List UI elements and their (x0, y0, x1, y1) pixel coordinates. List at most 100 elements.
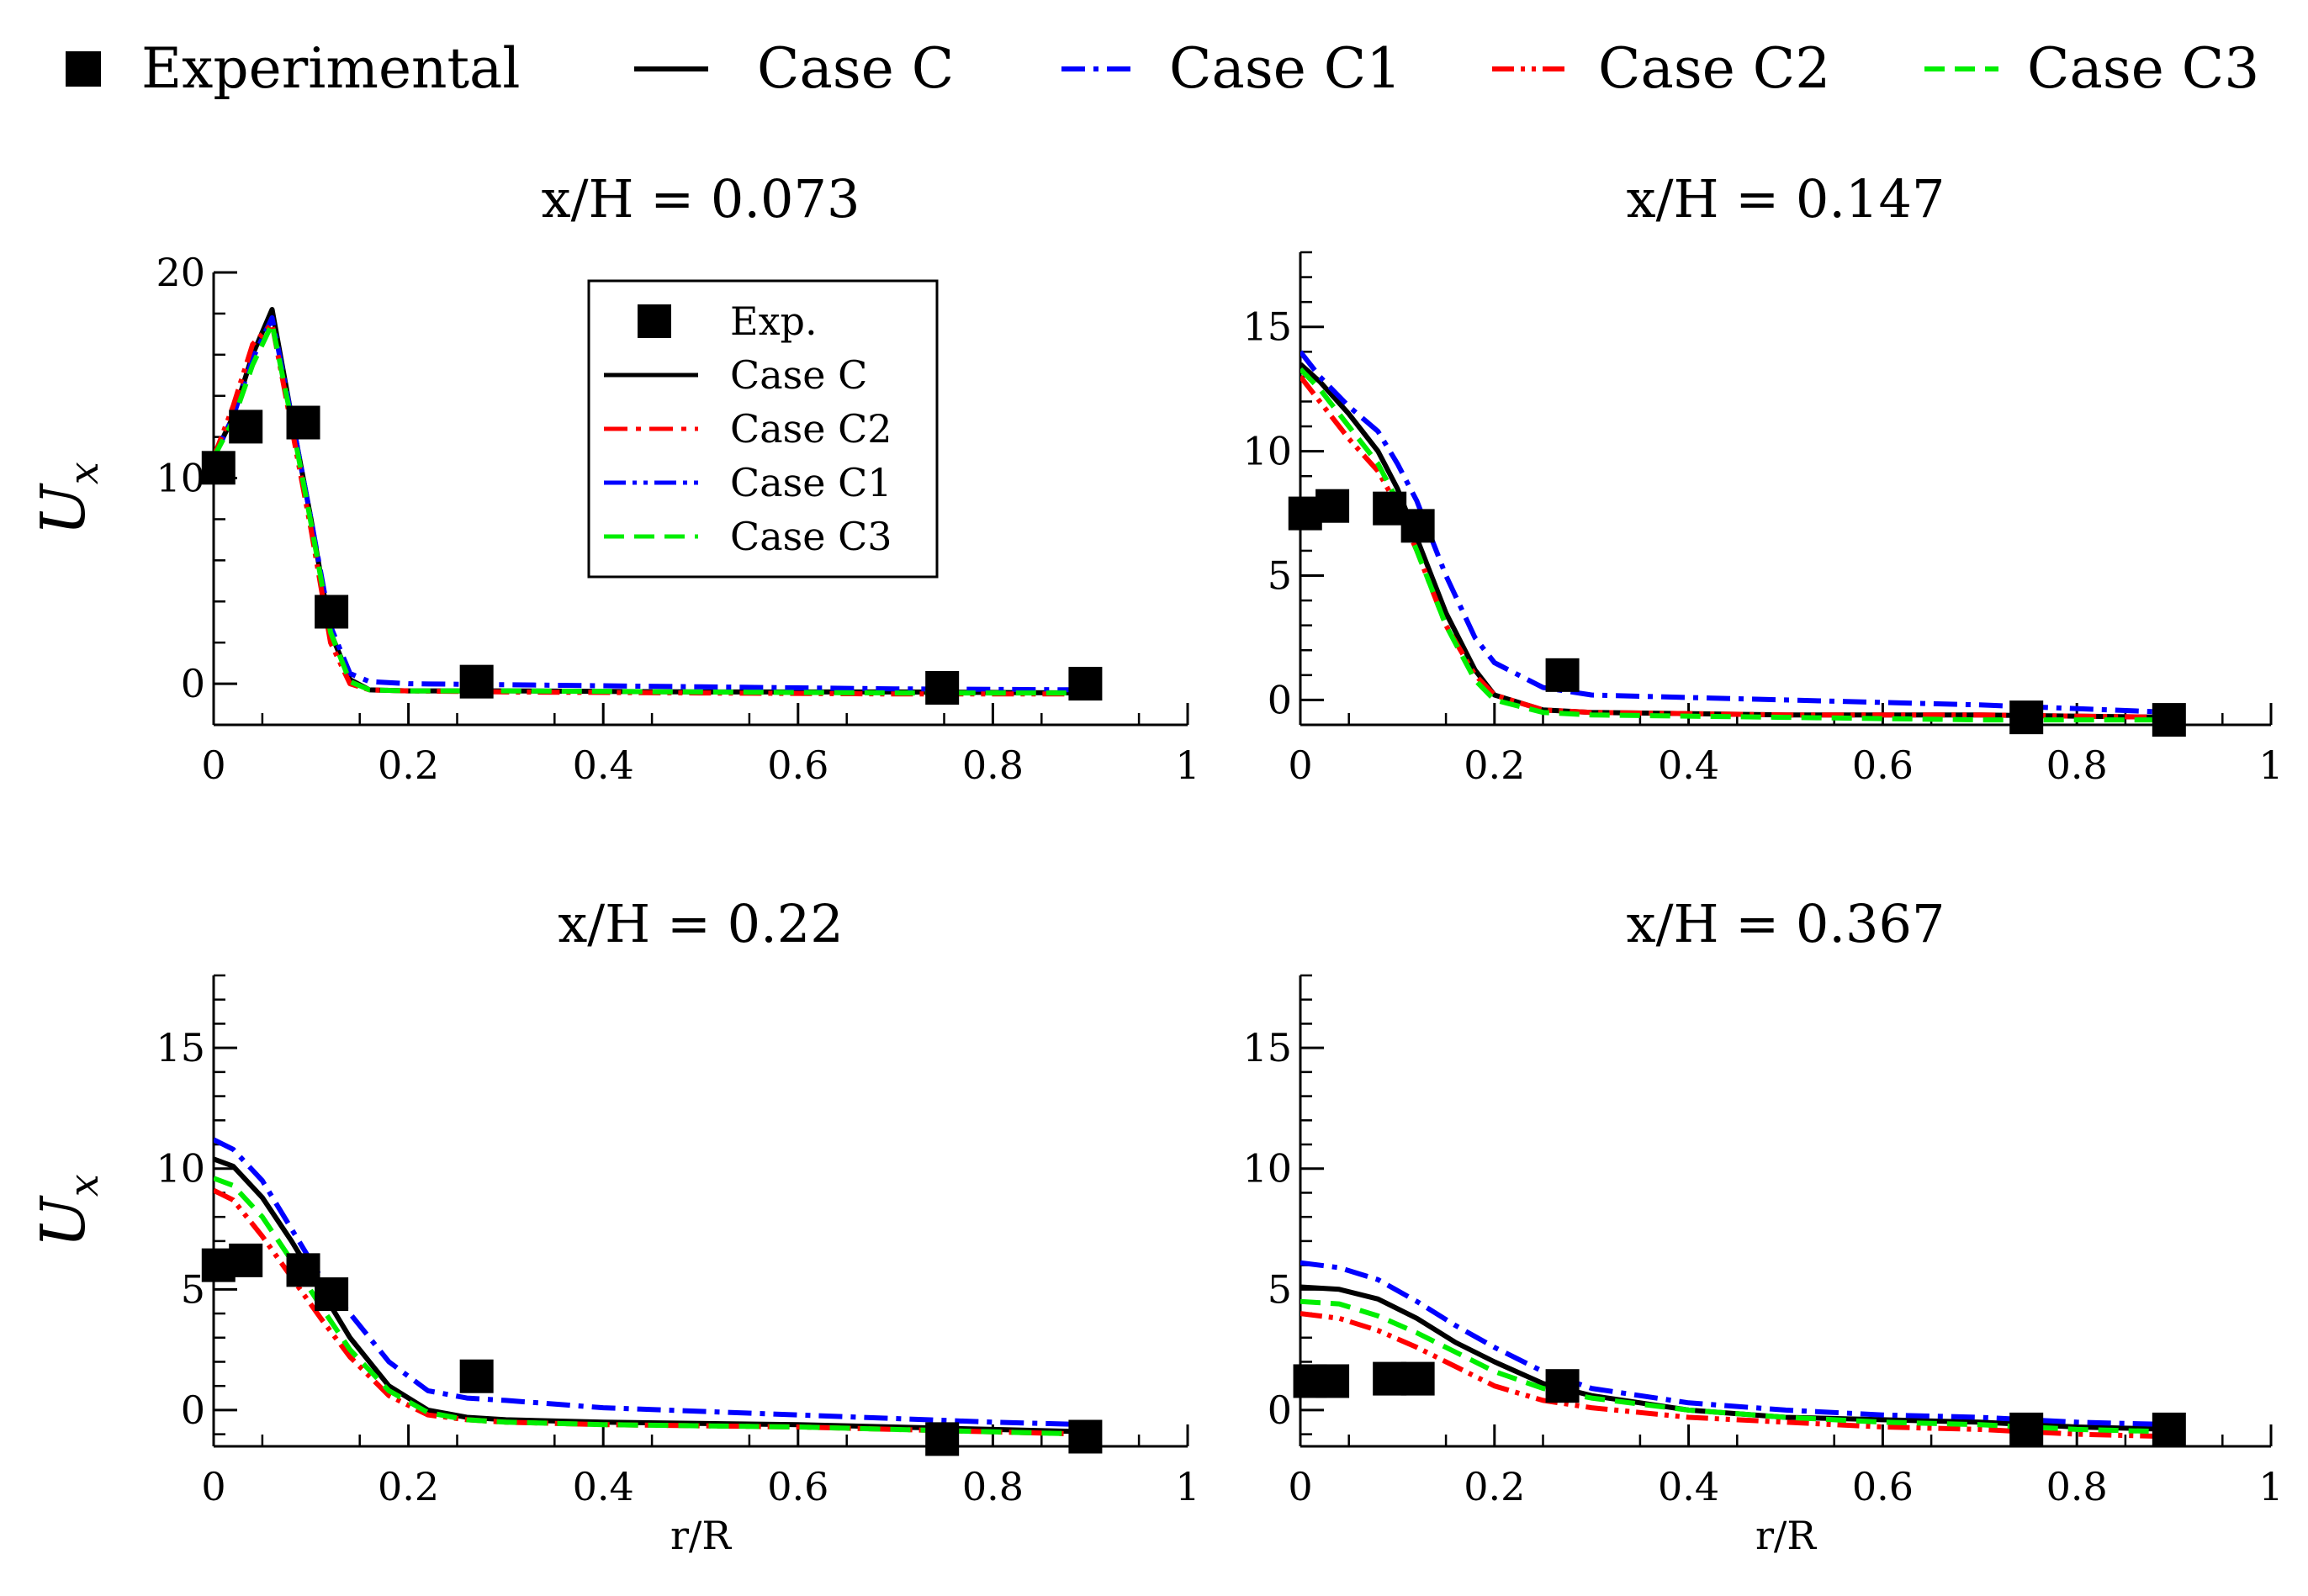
experimental-point (1315, 1364, 1350, 1398)
legend-label: Experimental (141, 36, 521, 101)
y-tick-label: 0 (181, 661, 205, 706)
x-tick-label: 0.8 (2046, 1464, 2108, 1509)
inset-label: Exp. (730, 299, 818, 344)
y-axis-label: Ux (28, 462, 108, 536)
top-legend-item: Case C2 (1492, 36, 1830, 101)
series-line (214, 1187, 1091, 1437)
y-axis-label-sub: x (61, 462, 108, 484)
y-tick-label: 5 (1268, 1266, 1292, 1312)
experimental-point (459, 1359, 494, 1393)
experimental-point (1373, 1361, 1407, 1396)
x-tick-label: 0.2 (378, 743, 439, 788)
experimental-point (2152, 1412, 2186, 1446)
inset-legend-item: Case C (604, 352, 867, 398)
y-tick-label: 0 (1268, 1387, 1292, 1433)
inset-legend-item: Case C2 (604, 406, 892, 452)
legend-label: Case C1 (1169, 36, 1401, 101)
y-tick-label: 15 (156, 1025, 205, 1070)
experimental-point (286, 1253, 320, 1287)
top-legend-item: Case C (634, 36, 954, 101)
x-tick-label: 0.6 (1852, 1464, 1914, 1509)
legend-label: Case C3 (2027, 36, 2259, 101)
experimental-point (1373, 491, 1407, 526)
experimental-points (1293, 1361, 2186, 1446)
series-group (1300, 1260, 2174, 1440)
x-axis-label: r/R (670, 1513, 732, 1558)
panel-title: x/H = 0.147 (1627, 168, 1945, 230)
experimental-point (2009, 700, 2044, 735)
panel-2: x/H = 0.147 0 5 10 15 0 0.2 0.4 0.6 0.8 1 (1242, 168, 2283, 788)
experimental-points (201, 1243, 1103, 1456)
x-tick-label: 0.4 (573, 1464, 634, 1509)
x-tick-label: 0.8 (962, 743, 1024, 788)
panel-title: x/H = 0.073 (542, 168, 860, 230)
experimental-point (925, 1422, 960, 1456)
x-tick-label: 0.2 (378, 1464, 439, 1509)
experimental-point (229, 1243, 263, 1277)
series-line (1300, 350, 2174, 716)
panel-4: x/H = 0.367 0 5 10 15 0 0.2 0.4 0.6 0.8 1 r/R (1242, 893, 2283, 1558)
y-tick-label: 5 (181, 1266, 205, 1312)
experimental-point (1315, 489, 1350, 523)
y-axis-label-sub: x (61, 1174, 108, 1197)
x-tick-label: 0.2 (1464, 1464, 1525, 1509)
x-tick-label: 0.4 (1658, 1464, 1719, 1509)
experimental-point (201, 451, 236, 485)
x-tick-label: 0.8 (2046, 743, 2108, 788)
x-tick-label: 0.2 (1464, 743, 1525, 788)
y-tick-label: 10 (156, 456, 205, 501)
experimental-point (1545, 1369, 1580, 1403)
y-tick-label: 15 (1242, 304, 1292, 350)
experimental-point (315, 1277, 349, 1312)
series-group (214, 307, 1091, 697)
x-tick-label: 1 (2258, 1464, 2283, 1509)
legend-label: Case C (757, 36, 954, 101)
y-tick-label: 10 (1242, 429, 1292, 474)
x-tick-label: 0.8 (962, 1464, 1024, 1509)
x-tick-label: 0 (1288, 743, 1312, 788)
inset-label: Case C1 (730, 460, 892, 505)
legend-label: Case C2 (1598, 36, 1830, 101)
top-legend: Experimental Case C Case C1 Case C2 Case C3 (66, 36, 2259, 101)
x-axis-label: r/R (1755, 1513, 1817, 1558)
series-line (1300, 367, 2174, 723)
inset-label: Case C2 (730, 406, 892, 452)
experimental-point (286, 405, 320, 440)
series-line (214, 314, 1091, 693)
x-tick-label: 0 (201, 1464, 225, 1509)
y-tick-label: 0 (1268, 677, 1292, 722)
x-tick-label: 0 (201, 743, 225, 788)
experimental-point (1400, 1361, 1435, 1396)
inset-legend-item: Exp. (638, 299, 818, 344)
experimental-point (1068, 1419, 1103, 1454)
x-tick-label: 0.4 (573, 743, 634, 788)
y-tick-label: 10 (156, 1146, 205, 1192)
y-tick-label: 10 (1242, 1146, 1292, 1192)
experimental-point (315, 595, 349, 629)
experimental-point (925, 670, 960, 705)
top-legend-item: Case C3 (1924, 36, 2259, 101)
y-tick-label: 20 (156, 250, 205, 295)
inset-marker (638, 304, 671, 338)
panel-1: x/H = 0.073 0 10 20 0 0.2 0.4 0.6 0.8 1 Ux (28, 168, 1200, 788)
experimental-point (1068, 667, 1103, 701)
experimental-point (459, 664, 494, 699)
y-tick-label: 0 (181, 1387, 205, 1433)
inset-label: Case C (730, 352, 867, 398)
x-tick-label: 1 (1175, 1464, 1199, 1509)
top-legend-item: Case C1 (1061, 36, 1401, 101)
x-tick-label: 0.4 (1658, 743, 1719, 788)
panel-title: x/H = 0.22 (558, 893, 843, 954)
x-tick-label: 0 (1288, 1464, 1312, 1509)
experimental-point (1400, 509, 1435, 543)
experimental-point (1545, 658, 1580, 692)
inset-legend-item: Case C3 (604, 514, 892, 559)
experimental-points (201, 405, 1103, 705)
inset-legend: Exp. Case C Case C2 Case C1 Case C3 (587, 279, 939, 579)
panel-title: x/H = 0.367 (1627, 893, 1945, 954)
series-line (1300, 1260, 2174, 1428)
legend-marker (66, 51, 101, 87)
inset-legend-item: Case C1 (604, 460, 892, 505)
